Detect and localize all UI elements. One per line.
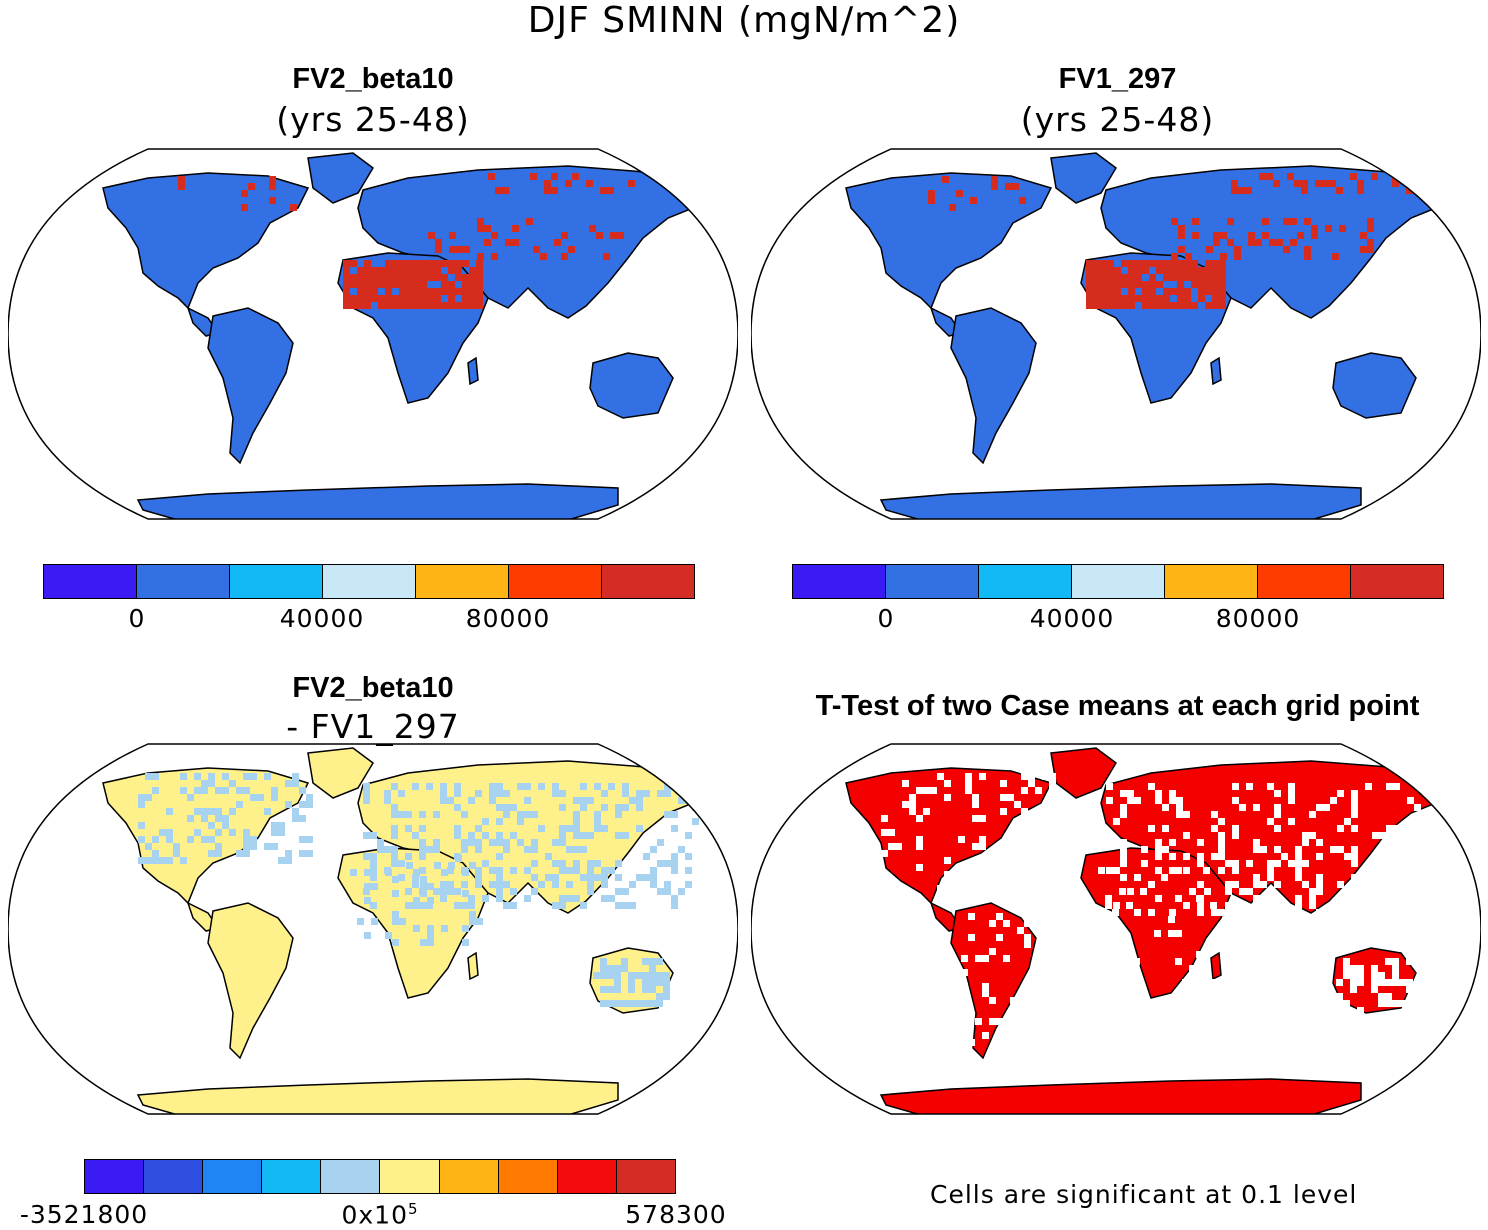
colorbar-swatch: [144, 1160, 204, 1193]
panel-1-subtitle: (yrs 25-48): [276, 100, 470, 139]
colorbar-swatch: [262, 1160, 322, 1193]
colorbar-swatch: [1165, 565, 1258, 598]
colorbar-swatch: [380, 1160, 440, 1193]
colorbar-swatch: [85, 1160, 145, 1193]
colorbar-swatch: [557, 1160, 617, 1193]
colorbar-panel-1: [43, 564, 695, 599]
map-panel-1: [8, 148, 738, 520]
colorbar-swatch: [793, 565, 886, 598]
map-panel-2: [751, 148, 1481, 520]
world-map-svg: [8, 148, 738, 520]
highlight-cells: [881, 773, 1442, 1046]
colorbar-tick-label: 0x105: [341, 1200, 419, 1230]
landmass-greenland: [307, 152, 374, 204]
colorbar-tick-label: 80000: [465, 604, 551, 633]
landmass-north-america: [102, 172, 310, 310]
colorbar-swatch: [1072, 565, 1165, 598]
colorbar-swatch: [321, 1160, 381, 1193]
landmass-australia: [1332, 352, 1417, 419]
colorbar-swatch: [616, 1160, 675, 1193]
landmass-north-america: [845, 172, 1053, 310]
colorbar-tick-label: 0: [128, 604, 146, 633]
colorbar-tick-label: -3521800: [19, 1200, 149, 1229]
colorbar-tick-label: 0: [877, 604, 895, 633]
colorbar-tick-label: 80000: [1215, 604, 1301, 633]
panel-2-title: FV1_297: [1058, 63, 1177, 95]
colorbar-swatch: [44, 565, 137, 598]
colorbar-swatch: [498, 1160, 558, 1193]
colorbar-swatch: [230, 565, 323, 598]
significance-note: Cells are significant at 0.1 level: [930, 1180, 1358, 1209]
panel-4-title: T-Test of two Case means at each grid po…: [815, 690, 1420, 722]
landmass-antarctica: [136, 1078, 619, 1114]
colorbar-panel-2: [792, 564, 1444, 599]
colorbar-swatch: [416, 565, 509, 598]
colorbar-tick-label: 578300: [625, 1200, 727, 1229]
map-panel-3: [8, 743, 738, 1115]
landmass-australia: [589, 352, 674, 419]
colorbar-swatch: [203, 1160, 263, 1193]
landmass-madagascar: [467, 356, 479, 386]
landmass-antarctica: [879, 483, 1362, 519]
panel-1-title: FV2_beta10: [292, 63, 454, 95]
landmass-madagascar: [1210, 951, 1222, 981]
colorbar-swatch: [137, 565, 230, 598]
landmass-antarctica: [136, 483, 619, 519]
landmass-greenland: [1050, 152, 1117, 204]
world-map-svg: [8, 743, 738, 1115]
colorbar-tick-label: 40000: [1029, 604, 1115, 633]
landmass-antarctica: [879, 1078, 1362, 1114]
landmass-south-america: [207, 902, 294, 1060]
highlight-cells: [138, 773, 699, 1007]
map-border: [8, 743, 738, 1115]
landmass-north-america: [845, 767, 1053, 905]
colorbar-swatch: [886, 565, 979, 598]
highlight-cells: [178, 173, 691, 309]
map-panel-4: [751, 743, 1481, 1115]
landmass-south-america: [207, 307, 294, 465]
figure-title: DJF SMINN (mgN/m^2): [527, 0, 961, 41]
panel-3-subtitle: - FV1_297: [286, 707, 460, 746]
colorbar-swatch: [602, 565, 694, 598]
map-border: [751, 743, 1481, 1115]
landmass-greenland: [307, 747, 374, 799]
landmass-madagascar: [1210, 356, 1222, 386]
colorbar-swatch: [323, 565, 416, 598]
colorbar-tick-label: 40000: [279, 604, 365, 633]
colorbar-swatch: [979, 565, 1072, 598]
world-map-svg: [751, 743, 1481, 1115]
map-border: [751, 148, 1481, 520]
map-border: [8, 148, 738, 520]
panel-2-subtitle: (yrs 25-48): [1020, 100, 1215, 139]
landmass-south-america: [950, 307, 1037, 465]
colorbar-swatch: [1258, 565, 1351, 598]
colorbar-swatch: [1351, 565, 1443, 598]
colorbar-swatch: [439, 1160, 499, 1193]
world-map-svg: [751, 148, 1481, 520]
colorbar-panel-3: [84, 1159, 676, 1194]
colorbar-swatch: [509, 565, 602, 598]
panel-3-title: FV2_beta10: [292, 672, 454, 704]
landmass-madagascar: [467, 951, 479, 981]
